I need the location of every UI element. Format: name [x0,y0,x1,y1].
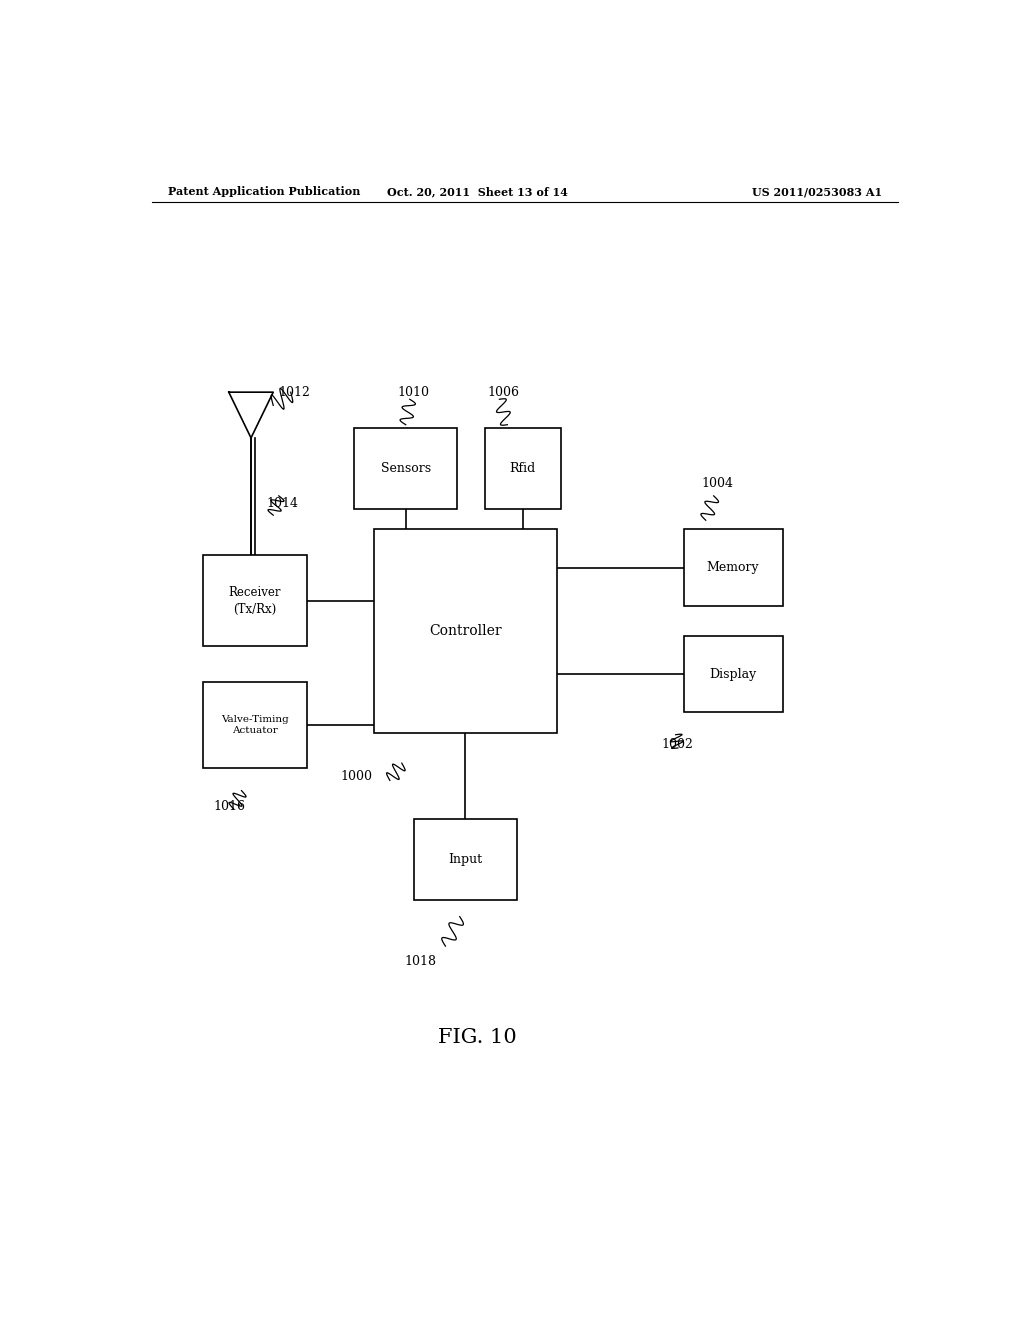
Bar [684,529,782,606]
Text: 1012: 1012 [279,385,310,399]
Text: 1000: 1000 [341,770,373,783]
Text: Controller: Controller [429,624,502,638]
Bar [354,428,458,510]
Text: Rfid: Rfid [510,462,536,475]
Bar [485,428,560,510]
Text: Input: Input [449,853,482,866]
Text: US 2011/0253083 A1: US 2011/0253083 A1 [752,186,882,198]
Text: Oct. 20, 2011  Sheet 13 of 14: Oct. 20, 2011 Sheet 13 of 14 [387,186,567,198]
Text: 1010: 1010 [397,385,430,399]
Text: Patent Application Publication: Patent Application Publication [168,186,360,198]
Text: Valve-Timing
Actuator: Valve-Timing Actuator [221,714,289,735]
Bar [374,529,557,733]
Text: 1002: 1002 [662,738,693,751]
Text: 1018: 1018 [404,954,436,968]
Bar [204,554,306,647]
Bar [414,818,517,900]
Text: 1006: 1006 [487,385,519,399]
Text: 1014: 1014 [267,498,299,511]
Text: Display: Display [710,668,757,681]
Text: Sensors: Sensors [381,462,431,475]
Text: FIG. 10: FIG. 10 [438,1028,516,1047]
Text: Memory: Memory [707,561,760,574]
Text: 1004: 1004 [701,477,733,490]
Text: Receiver
(Tx/Rx): Receiver (Tx/Rx) [228,586,282,615]
Bar [684,636,782,713]
Bar [204,682,306,768]
Text: 1016: 1016 [214,800,246,813]
